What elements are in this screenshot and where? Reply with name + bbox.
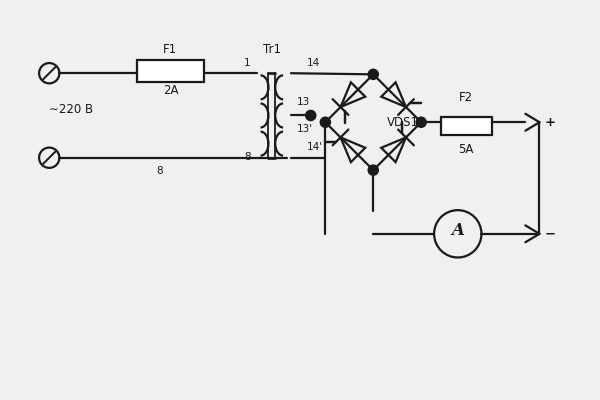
Circle shape — [368, 165, 379, 175]
Circle shape — [320, 117, 331, 127]
Text: VDS1: VDS1 — [388, 116, 419, 129]
Text: 2A: 2A — [163, 84, 178, 98]
Text: 1: 1 — [244, 58, 250, 68]
Circle shape — [305, 110, 316, 120]
Text: F1: F1 — [163, 43, 178, 56]
Text: 8: 8 — [244, 152, 250, 162]
Text: 5A: 5A — [458, 142, 474, 156]
Bar — [137, 60, 204, 82]
Text: A: A — [451, 222, 464, 240]
Circle shape — [368, 69, 379, 80]
Text: Tr1: Tr1 — [263, 43, 281, 56]
Text: −: − — [545, 227, 556, 240]
Bar — [441, 117, 491, 135]
Text: +: + — [545, 116, 556, 129]
Text: 13': 13' — [297, 124, 313, 134]
Text: F2: F2 — [459, 91, 473, 104]
Text: 8: 8 — [156, 166, 163, 176]
Text: ∼220 B: ∼220 B — [49, 103, 94, 116]
Text: 14': 14' — [307, 142, 323, 152]
Circle shape — [416, 117, 426, 127]
Text: 14: 14 — [307, 58, 320, 68]
Text: 13: 13 — [297, 97, 310, 107]
